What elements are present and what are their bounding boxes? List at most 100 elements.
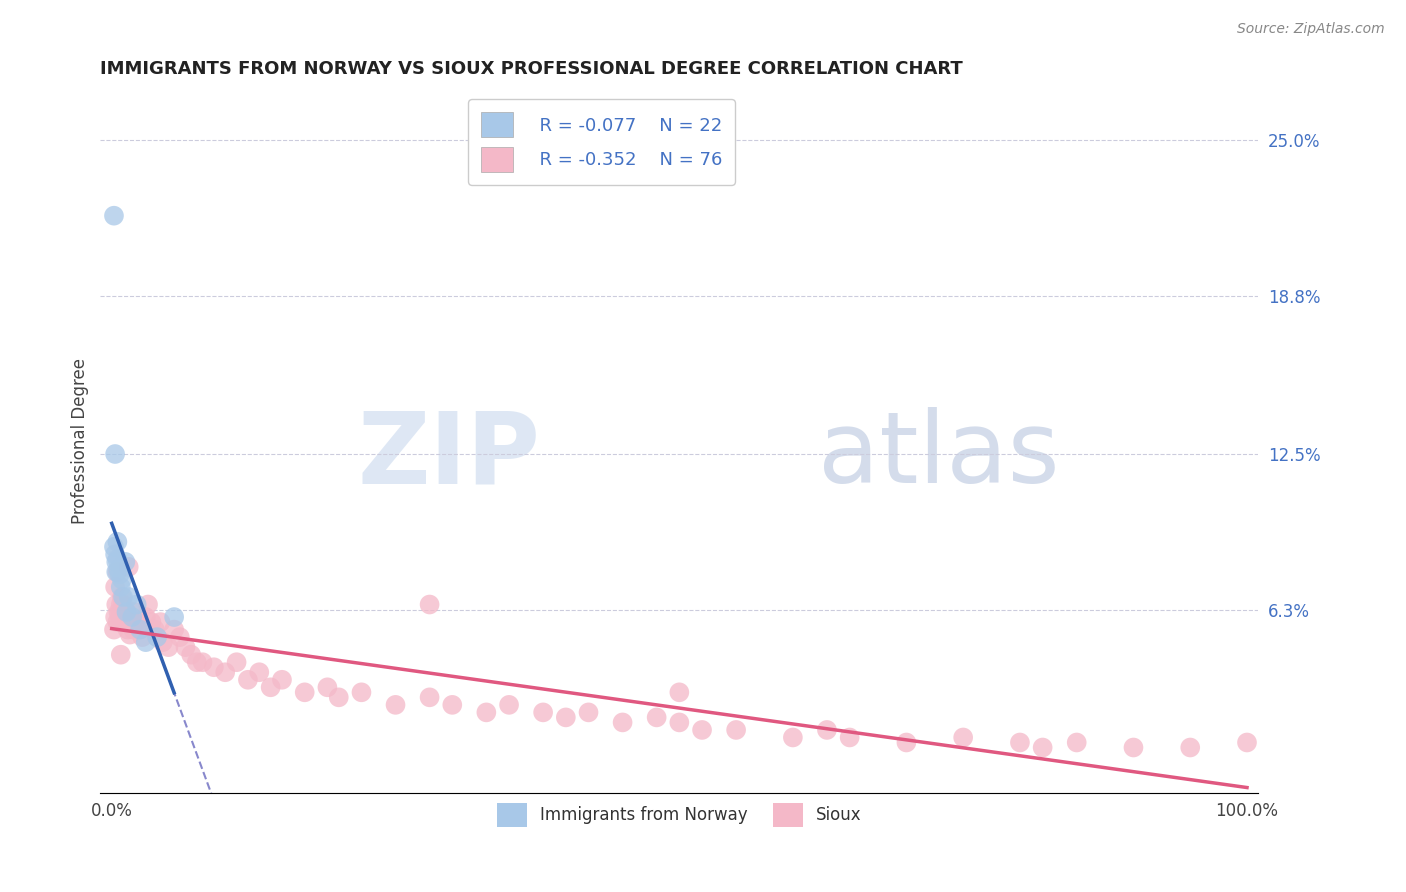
Point [157, 640, 180, 655]
Point [105, 552, 128, 566]
Point [163, 623, 186, 637]
Point [554, 710, 576, 724]
Point [419, 690, 441, 705]
Point [191, 655, 214, 669]
Text: atlas: atlas [818, 407, 1060, 504]
Point [180, 648, 202, 662]
Point [112, 590, 135, 604]
Point [125, 615, 148, 629]
Point [121, 615, 143, 629]
Point [112, 598, 135, 612]
Point [475, 706, 498, 720]
Point [104, 610, 127, 624]
Point [838, 731, 860, 745]
Point [815, 723, 838, 737]
Point [108, 610, 131, 624]
Point [531, 706, 554, 720]
Point [384, 698, 406, 712]
Point [174, 640, 197, 655]
Point [117, 623, 139, 637]
Point [668, 685, 690, 699]
Point [114, 615, 136, 629]
Point [146, 630, 169, 644]
Point [115, 605, 138, 619]
Point [143, 623, 166, 637]
Point [125, 598, 148, 612]
Point [131, 630, 153, 644]
Point [105, 565, 128, 579]
Point [146, 630, 169, 644]
Point [441, 698, 464, 712]
Point [105, 534, 128, 549]
Legend: Immigrants from Norway, Sioux: Immigrants from Norway, Sioux [491, 797, 869, 833]
Point [1032, 740, 1054, 755]
Point [136, 598, 159, 612]
Point [121, 610, 143, 624]
Point [498, 698, 520, 712]
Text: Source: ZipAtlas.com: Source: ZipAtlas.com [1237, 22, 1385, 37]
Point [612, 715, 634, 730]
Point [328, 690, 350, 705]
Point [316, 681, 339, 695]
Point [115, 605, 138, 619]
Point [236, 673, 259, 687]
Point [122, 623, 145, 637]
Point [135, 610, 157, 624]
Point [118, 610, 141, 624]
Point [110, 598, 132, 612]
Point [1236, 735, 1258, 749]
Point [169, 630, 191, 644]
Point [578, 706, 600, 720]
Point [110, 648, 132, 662]
Point [896, 735, 918, 749]
Point [111, 573, 134, 587]
Point [214, 665, 236, 680]
Point [104, 547, 127, 561]
Point [725, 723, 748, 737]
Point [103, 540, 125, 554]
Point [104, 447, 127, 461]
Point [202, 660, 225, 674]
Point [104, 580, 127, 594]
Point [141, 615, 163, 629]
Point [105, 555, 128, 569]
Point [690, 723, 713, 737]
Text: ZIP: ZIP [357, 407, 540, 504]
Point [118, 560, 141, 574]
Point [782, 731, 804, 745]
Point [105, 565, 128, 579]
Point [107, 562, 129, 576]
Point [225, 655, 247, 669]
Point [259, 681, 281, 695]
Point [645, 710, 668, 724]
Point [186, 655, 208, 669]
Point [105, 615, 128, 629]
Point [247, 665, 270, 680]
Point [103, 209, 125, 223]
Point [1180, 740, 1202, 755]
Text: IMMIGRANTS FROM NORWAY VS SIOUX PROFESSIONAL DEGREE CORRELATION CHART: IMMIGRANTS FROM NORWAY VS SIOUX PROFESSI… [100, 60, 963, 78]
Point [271, 673, 294, 687]
Point [163, 610, 186, 624]
Point [118, 590, 141, 604]
Point [1066, 735, 1088, 749]
Point [105, 598, 128, 612]
Point [152, 635, 174, 649]
Y-axis label: Professional Degree: Professional Degree [72, 359, 89, 524]
Point [111, 590, 134, 604]
Point [103, 623, 125, 637]
Point [135, 635, 157, 649]
Point [108, 567, 131, 582]
Point [668, 715, 690, 730]
Point [110, 580, 132, 594]
Point [419, 598, 441, 612]
Point [118, 627, 141, 641]
Point [350, 685, 373, 699]
Point [1008, 735, 1031, 749]
Point [124, 605, 146, 619]
Point [129, 623, 152, 637]
Point [952, 731, 974, 745]
Point [112, 610, 135, 624]
Point [107, 605, 129, 619]
Point [1122, 740, 1144, 755]
